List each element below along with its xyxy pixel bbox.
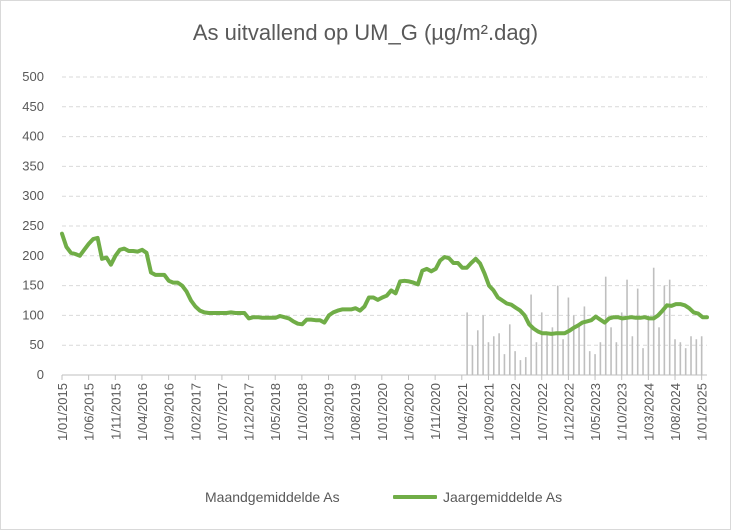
legend-label-yearly: Jaargemiddelde As: [443, 489, 563, 505]
bar: [652, 267, 655, 375]
bar: [514, 351, 516, 375]
x-tick-label: 1/04/2016: [135, 383, 150, 441]
y-tick-label: 0: [37, 367, 44, 382]
x-tick-label: 1/05/2018: [268, 383, 283, 441]
bar: [631, 336, 634, 375]
line-series: [60, 231, 709, 336]
y-tick-label: 450: [22, 99, 44, 114]
x-tick-label: 1/12/2022: [561, 383, 576, 441]
bar: [679, 342, 682, 375]
y-tick-label: 50: [30, 337, 44, 352]
bar: [599, 342, 602, 375]
legend-item-monthly: Maandgemiddelde As: [205, 489, 340, 505]
x-tick-label: 1/01/2015: [55, 383, 70, 441]
y-tick-label: 250: [22, 218, 44, 233]
bar: [508, 324, 511, 375]
chart-title: As uitvallend op UM_G (µg/m².dag): [192, 20, 539, 45]
x-tick-label: 1/02/2022: [508, 383, 523, 441]
bar: [684, 348, 687, 375]
x-tick-label: 1/11/2020: [428, 383, 443, 440]
legend-item-yearly: Jaargemiddelde As: [393, 489, 562, 505]
x-tick-label: 1/07/2022: [535, 383, 550, 441]
bar: [583, 306, 586, 375]
bar: [546, 333, 548, 375]
legend-swatch-line: [393, 495, 437, 499]
bar: [540, 312, 543, 375]
x-tick-label: 1/05/2023: [588, 383, 603, 441]
gridlines: [62, 76, 707, 346]
bar: [482, 315, 484, 375]
x-tick-label: 1/04/2021: [455, 383, 470, 441]
bar: [636, 288, 639, 375]
bar: [647, 315, 650, 375]
bar: [556, 285, 559, 375]
y-axis-ticks: 0 50 100 150 200 250 300 350 400 450 500: [22, 69, 44, 382]
bar: [551, 327, 554, 375]
bar: [492, 336, 495, 375]
y-tick-label: 500: [22, 69, 44, 84]
x-tick-label: 1/10/2023: [615, 383, 630, 441]
bar: [567, 297, 570, 375]
y-tick-label: 150: [22, 278, 44, 293]
bar: [524, 357, 527, 375]
bar: [562, 339, 564, 375]
x-tick-label: 1/06/2015: [82, 383, 97, 441]
bar: [658, 327, 660, 375]
legend-label-monthly: Maandgemiddelde As: [205, 489, 340, 505]
y-tick-label: 350: [22, 158, 44, 173]
bar: [695, 339, 698, 375]
bar: [615, 342, 618, 375]
bar: [498, 333, 500, 375]
bar: [519, 360, 522, 375]
bar: [663, 285, 666, 375]
x-tick-label: 1/12/2017: [242, 383, 257, 441]
legend: Maandgemiddelde As Jaargemiddelde As: [0, 489, 731, 511]
bar: [487, 342, 490, 375]
x-tick-label: 1/09/2016: [162, 383, 177, 441]
y-tick-label: 300: [22, 188, 44, 203]
x-tick-label: 1/10/2018: [295, 383, 310, 441]
bar: [674, 339, 676, 375]
bar: [530, 294, 532, 375]
x-tick-label: 1/03/2024: [641, 383, 656, 441]
x-tick-label: 1/01/2025: [695, 383, 710, 441]
bar: [594, 354, 596, 375]
y-tick-label: 100: [22, 307, 44, 322]
series-line: [60, 231, 709, 336]
x-tick-label: 1/03/2019: [322, 383, 337, 441]
bar: [626, 279, 628, 375]
bar: [588, 351, 591, 375]
bar: [690, 336, 692, 375]
x-tick-label: 1/09/2021: [481, 383, 496, 441]
bar: [604, 276, 607, 375]
x-tick-label: 1/01/2020: [375, 383, 390, 441]
bar: [466, 312, 468, 375]
bar: [700, 336, 703, 375]
x-tick-label: 1/08/2019: [348, 383, 363, 441]
bar: [476, 330, 479, 375]
x-tick-label: 1/07/2017: [215, 383, 230, 441]
x-tick-label: 1/08/2024: [668, 383, 683, 441]
y-tick-label: 200: [22, 248, 44, 263]
bar: [471, 345, 474, 375]
bar: [668, 279, 671, 375]
bar: [535, 342, 538, 375]
y-tick-label: 400: [22, 129, 44, 144]
bar: [642, 348, 644, 375]
bar-series: [466, 267, 703, 375]
bar: [578, 324, 580, 375]
x-tick-label: 1/02/2017: [188, 383, 203, 441]
x-tick-label: 1/11/2015: [108, 383, 123, 440]
bar: [503, 354, 506, 375]
bar: [610, 327, 612, 375]
bar: [572, 315, 575, 375]
x-axis-tick-labels: 1/01/2015 1/06/2015 1/11/2015 1/04/2016 1/09…: [55, 375, 710, 441]
x-tick-label: 1/06/2020: [401, 383, 416, 441]
bar: [620, 312, 623, 375]
